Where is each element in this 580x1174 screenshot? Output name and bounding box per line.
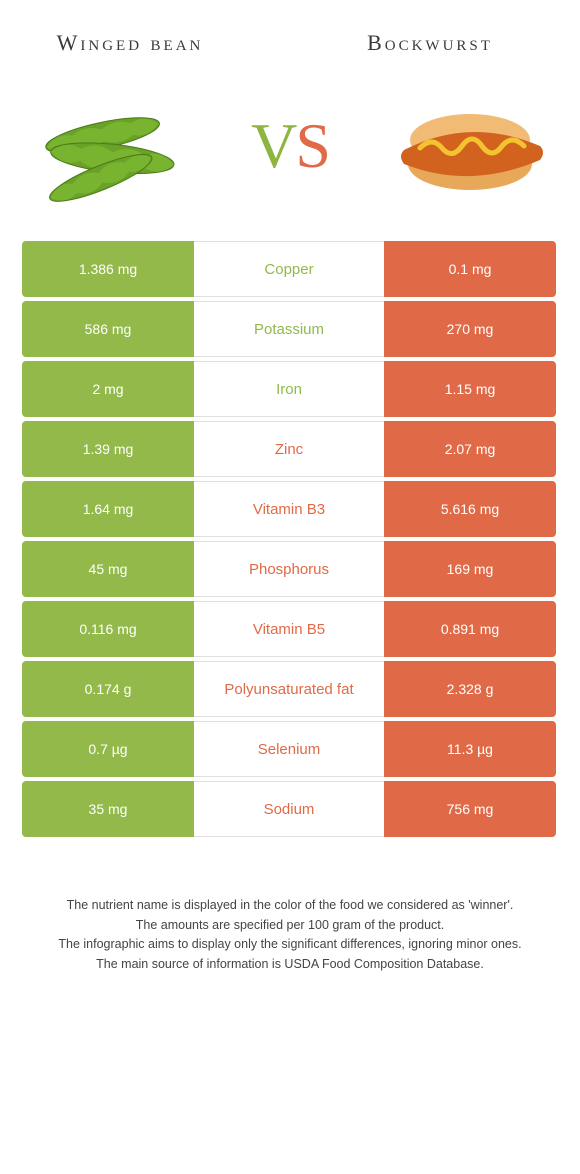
nutrient-label: Zinc (194, 421, 384, 477)
header: Winged bean Bockwurst (0, 0, 580, 66)
left-food-title: Winged bean (50, 30, 210, 56)
right-value-cell: 0.891 mg (384, 601, 556, 657)
table-row: 0.7 µgSelenium11.3 µg (22, 721, 558, 777)
right-value-cell: 1.15 mg (384, 361, 556, 417)
right-value-cell: 756 mg (384, 781, 556, 837)
comparison-table: 1.386 mgCopper0.1 mg586 mgPotassium270 m… (0, 241, 580, 837)
vs-label: VS (251, 109, 329, 183)
table-row: 35 mgSodium756 mg (22, 781, 558, 837)
nutrient-label: Potassium (194, 301, 384, 357)
table-row: 586 mgPotassium270 mg (22, 301, 558, 357)
right-value-cell: 0.1 mg (384, 241, 556, 297)
table-row: 0.174 gPolyunsaturated fat2.328 g (22, 661, 558, 717)
left-value-cell: 0.116 mg (22, 601, 194, 657)
left-value-cell: 0.174 g (22, 661, 194, 717)
nutrient-label: Selenium (194, 721, 384, 777)
nutrient-label: Polyunsaturated fat (194, 661, 384, 717)
footnote-line: The infographic aims to display only the… (35, 935, 545, 954)
left-food-image (30, 86, 190, 206)
left-value-cell: 1.39 mg (22, 421, 194, 477)
left-value-cell: 1.386 mg (22, 241, 194, 297)
vs-s-letter: S (295, 109, 329, 183)
left-value-cell: 45 mg (22, 541, 194, 597)
table-row: 1.64 mgVitamin B35.616 mg (22, 481, 558, 537)
table-row: 1.386 mgCopper0.1 mg (22, 241, 558, 297)
nutrient-label: Iron (194, 361, 384, 417)
left-value-cell: 586 mg (22, 301, 194, 357)
right-value-cell: 2.328 g (384, 661, 556, 717)
footnote-line: The main source of information is USDA F… (35, 955, 545, 974)
nutrient-label: Copper (194, 241, 384, 297)
right-food-image (390, 86, 550, 206)
left-value-cell: 0.7 µg (22, 721, 194, 777)
right-value-cell: 5.616 mg (384, 481, 556, 537)
right-value-cell: 169 mg (384, 541, 556, 597)
table-row: 2 mgIron1.15 mg (22, 361, 558, 417)
footnote-line: The nutrient name is displayed in the co… (35, 896, 545, 915)
winged-bean-icon (30, 86, 190, 206)
footnote: The nutrient name is displayed in the co… (0, 841, 580, 1004)
right-value-cell: 11.3 µg (384, 721, 556, 777)
footnote-line: The amounts are specified per 100 gram o… (35, 916, 545, 935)
table-row: 45 mgPhosphorus169 mg (22, 541, 558, 597)
nutrient-label: Vitamin B5 (194, 601, 384, 657)
left-value-cell: 2 mg (22, 361, 194, 417)
vs-v-letter: V (251, 109, 295, 183)
right-food-title: Bockwurst (330, 30, 530, 56)
left-value-cell: 1.64 mg (22, 481, 194, 537)
nutrient-label: Vitamin B3 (194, 481, 384, 537)
table-row: 1.39 mgZinc2.07 mg (22, 421, 558, 477)
bockwurst-icon (390, 86, 550, 206)
left-value-cell: 35 mg (22, 781, 194, 837)
right-value-cell: 2.07 mg (384, 421, 556, 477)
nutrient-label: Sodium (194, 781, 384, 837)
table-row: 0.116 mgVitamin B50.891 mg (22, 601, 558, 657)
right-value-cell: 270 mg (384, 301, 556, 357)
nutrient-label: Phosphorus (194, 541, 384, 597)
vs-row: VS (0, 66, 580, 241)
